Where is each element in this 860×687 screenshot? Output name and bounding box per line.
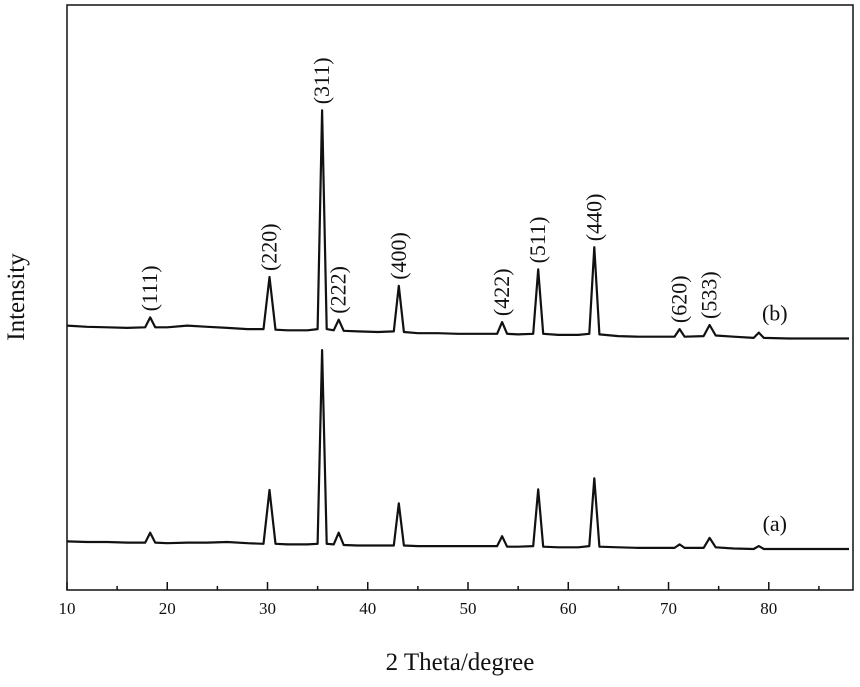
pattern-line — [66, 349, 849, 551]
x-tick-label: 70 — [660, 599, 677, 618]
peak-label: (400) — [386, 232, 411, 280]
series-label: (b) — [762, 300, 788, 325]
x-axis-title: 2 Theta/degree — [386, 649, 535, 676]
x-tick-label: 20 — [159, 599, 176, 618]
peak-label: (620) — [667, 275, 692, 323]
x-tick-label: 60 — [560, 599, 577, 618]
plot-frame — [66, 4, 854, 591]
peak-label: (220) — [257, 223, 282, 271]
series-label: (a) — [763, 511, 787, 536]
peak-label: (440) — [581, 194, 606, 242]
peak-label: (311) — [309, 57, 334, 104]
peak-label: (111) — [137, 265, 162, 311]
y-axis-title: Intensity — [3, 253, 30, 341]
x-tick-label: 50 — [460, 599, 477, 618]
x-tick-label: 10 — [59, 599, 76, 618]
peak-label: (222) — [326, 266, 351, 314]
peak-label: (511) — [525, 217, 550, 264]
peak-label: (422) — [489, 268, 514, 316]
x-tick-label: 40 — [359, 599, 376, 618]
x-tick-label: 30 — [259, 599, 276, 618]
peak-label: (533) — [697, 271, 722, 319]
pattern-line — [66, 109, 849, 340]
x-tick-label: 80 — [760, 599, 777, 618]
